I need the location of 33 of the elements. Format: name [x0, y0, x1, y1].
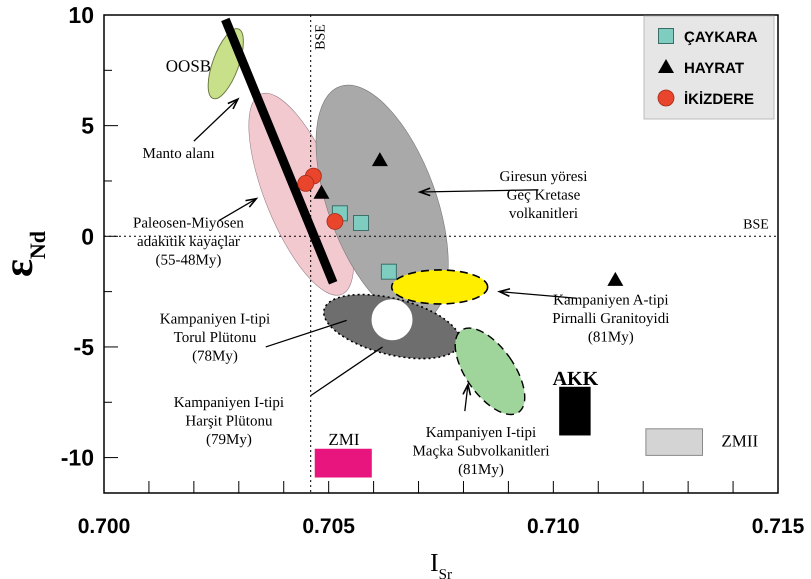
ref-line-label: BSE: [314, 24, 329, 50]
x-tick-label: 0.715: [752, 515, 805, 538]
y-tick-label: 0: [81, 223, 94, 250]
annotation: OOSB: [166, 56, 212, 76]
annotation: Kampaniyen I-tipi Maçka Subvolkanitleri (81My): [412, 424, 550, 478]
annotation: AKK: [552, 368, 599, 390]
point: [372, 152, 388, 166]
annotation: Paleosen-Miyosen adakitik kayaçlar (55-48My): [133, 215, 244, 268]
legend-label: ÇAYKARA: [684, 29, 758, 46]
annotation: Kampaniyen A-tipi Pirnalli Granitoyidi (81My): [552, 292, 670, 346]
point: [326, 213, 344, 230]
y-tick-label: -10: [60, 444, 94, 471]
annotation: ZMI: [328, 430, 360, 449]
point: [313, 184, 330, 199]
point: [353, 215, 370, 232]
point: [380, 264, 397, 280]
annotation: Giresun yöresi Geç Kretase volkanitleri: [499, 168, 588, 222]
x-tick-label: 0.705: [302, 515, 356, 538]
annotation: Kampaniyen I-tipi Harşit Plütonu (79My): [174, 394, 284, 448]
x-axis-title: I$_{Sr}$: [430, 548, 452, 579]
annotation: Kampaniyen I-tipi Torul Plütonu (78My): [160, 312, 270, 365]
x-tick-label: 0.710: [527, 515, 580, 538]
ref-line-label: BSE: [743, 217, 769, 232]
annotation: ZMII: [721, 432, 759, 451]
y-tick-label: -5: [74, 334, 94, 360]
x-tick-label: 0.700: [78, 515, 130, 538]
legend-label: İKİZDERE: [684, 91, 754, 108]
point: [297, 175, 314, 192]
legend-label: HAYRAT: [684, 60, 744, 77]
annotation: Manto alanı: [142, 146, 215, 162]
point: [607, 272, 624, 286]
y-tick-label: 5: [81, 112, 94, 139]
y-tick-label: 10: [68, 2, 94, 28]
